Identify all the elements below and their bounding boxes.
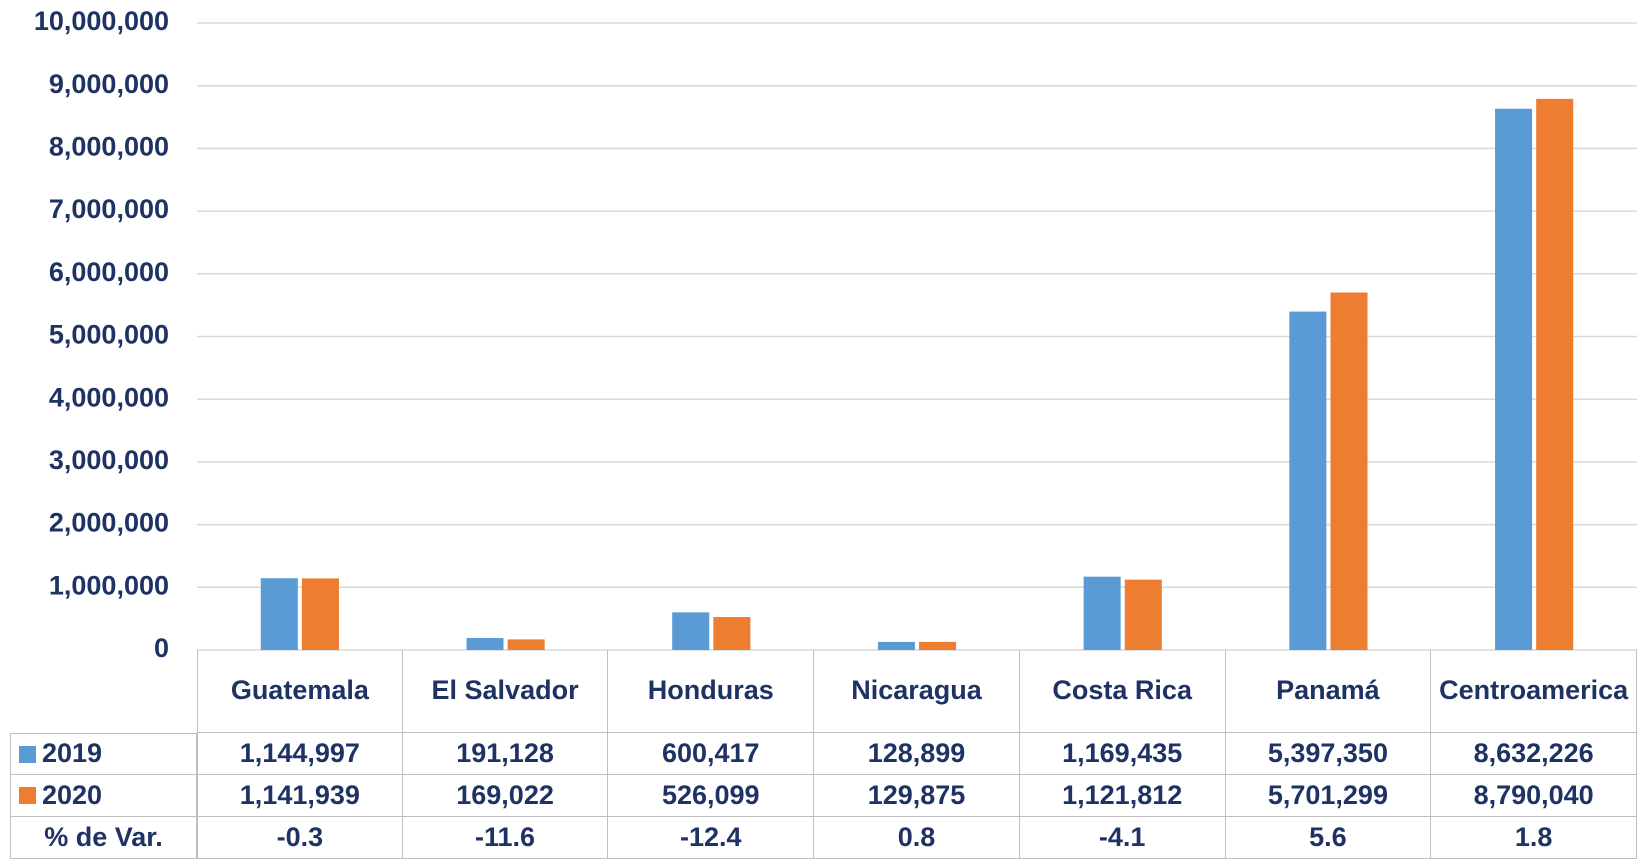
data-label: 8,632,226 — [1431, 733, 1637, 775]
legend-text: 2020 — [42, 779, 103, 810]
bar — [1289, 311, 1327, 650]
variation-label: -0.3 — [197, 817, 403, 859]
category-label-text: Guatemala — [230, 675, 369, 706]
category-label-text: Costa Rica — [1052, 675, 1192, 706]
bar — [1083, 576, 1121, 650]
category-label-text: Centroamerica — [1439, 675, 1629, 706]
variation-label: 1.8 — [1431, 817, 1637, 859]
y-tick-label: 9,000,000 — [49, 69, 169, 99]
category-label: Guatemala — [197, 650, 403, 733]
data-label: 5,397,350 — [1225, 733, 1432, 775]
y-tick-label: 6,000,000 — [49, 257, 169, 287]
y-tick-label: 0 — [154, 633, 169, 663]
legend-text: 2019 — [42, 738, 103, 769]
variation-label-text: 5.6 — [1309, 821, 1347, 852]
data-label: 1,144,997 — [197, 733, 403, 775]
data-label: 1,121,812 — [1019, 775, 1226, 817]
variation-label: 0.8 — [814, 817, 1020, 859]
data-label: 8,790,040 — [1431, 775, 1637, 817]
bar — [1124, 579, 1162, 650]
y-tick-label: 2,000,000 — [49, 508, 169, 538]
data-label: 191,128 — [402, 733, 609, 775]
variation-label: -11.6 — [402, 817, 609, 859]
bar — [713, 617, 751, 650]
variation-name-text: % de Var. — [44, 821, 163, 852]
data-label-text: 8,790,040 — [1473, 779, 1594, 810]
y-tick-label: 4,000,000 — [49, 382, 169, 412]
category-label-text: Honduras — [647, 675, 774, 706]
category-label: Nicaragua — [814, 650, 1020, 733]
bar — [1536, 98, 1574, 650]
bar — [672, 612, 710, 650]
legend-key — [19, 787, 36, 804]
bar — [919, 641, 957, 650]
data-label-text: 5,397,350 — [1267, 737, 1388, 768]
data-label-text: 1,121,812 — [1062, 779, 1183, 810]
variation-label-text: -11.6 — [475, 821, 536, 852]
category-label: Centroamerica — [1431, 650, 1637, 733]
y-tick-label: 3,000,000 — [49, 445, 169, 475]
bar — [301, 578, 339, 650]
category-label: Costa Rica — [1019, 650, 1226, 733]
category-label: El Salvador — [402, 650, 609, 733]
data-label-text: 129,875 — [867, 779, 966, 810]
data-label: 5,701,299 — [1225, 775, 1432, 817]
data-label-text: 191,128 — [456, 737, 554, 768]
data-label: 128,899 — [814, 733, 1020, 775]
variation-label-text: 1.8 — [1514, 821, 1553, 852]
data-label-text: 600,417 — [661, 737, 760, 768]
data-label: 169,022 — [402, 775, 609, 817]
legend-entry: 2019 — [10, 733, 197, 775]
variation-label: 5.6 — [1225, 817, 1432, 859]
data-label-text: 526,099 — [661, 779, 760, 810]
legend-entry: 2020 — [10, 775, 197, 817]
y-tick-label: 5,000,000 — [49, 320, 169, 350]
variation-label: -4.1 — [1019, 817, 1226, 859]
bar — [466, 638, 504, 650]
y-tick-label: 7,000,000 — [49, 194, 169, 224]
data-label-text: 1,144,997 — [239, 737, 360, 768]
variation-label-text: 0.8 — [897, 821, 936, 852]
legend-key — [19, 745, 36, 763]
bar — [877, 641, 915, 650]
data-label-text: 128,899 — [867, 737, 966, 768]
category-label: Honduras — [608, 650, 815, 733]
data-label-text: 8,632,226 — [1473, 737, 1594, 768]
category-label-text: Nicaragua — [851, 675, 982, 706]
variation-name: % de Var. — [10, 817, 197, 859]
data-label-text: 1,169,435 — [1062, 737, 1183, 768]
category-label: Panamá — [1225, 650, 1432, 733]
variation-label-text: -12.4 — [680, 821, 742, 852]
variation-label-text: -0.3 — [276, 821, 324, 852]
data-label: 526,099 — [608, 775, 815, 817]
data-label-text: 1,141,939 — [239, 779, 360, 810]
bar — [1330, 292, 1368, 650]
data-label: 1,141,939 — [197, 775, 403, 817]
variation-label-text: -4.1 — [1098, 821, 1146, 852]
y-tick-label: 10,000,000 — [34, 6, 169, 36]
data-label: 1,169,435 — [1019, 733, 1226, 775]
bar — [260, 578, 298, 650]
category-label-text: El Salvador — [431, 675, 579, 706]
data-label-text: 5,701,299 — [1267, 779, 1388, 810]
y-tick-label: 1,000,000 — [49, 570, 169, 600]
y-tick-label: 8,000,000 — [49, 132, 169, 162]
data-label-text: 169,022 — [456, 779, 554, 810]
bar — [1495, 108, 1533, 651]
data-label: 129,875 — [814, 775, 1020, 817]
bar — [507, 639, 545, 650]
variation-label: -12.4 — [608, 817, 815, 859]
category-label-text: Panamá — [1276, 675, 1380, 706]
data-label: 600,417 — [608, 733, 815, 775]
